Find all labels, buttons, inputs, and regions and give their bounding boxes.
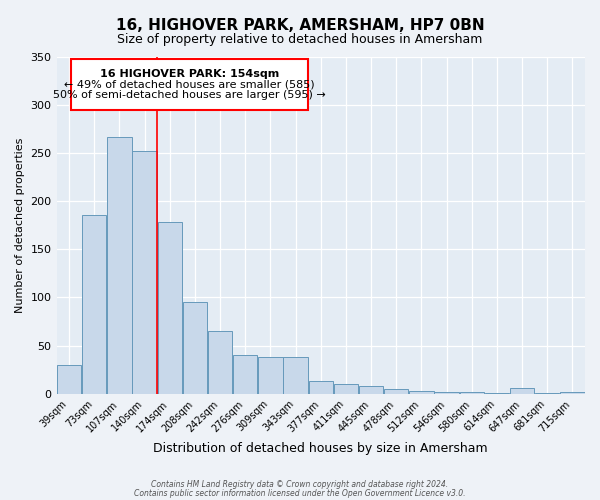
Text: ← 49% of detached houses are smaller (585): ← 49% of detached houses are smaller (58… xyxy=(64,80,315,90)
Bar xyxy=(183,302,207,394)
Bar xyxy=(283,358,308,394)
Bar xyxy=(308,382,333,394)
Bar xyxy=(57,365,82,394)
Bar xyxy=(409,391,434,394)
Bar xyxy=(434,392,459,394)
Bar xyxy=(460,392,484,394)
Bar xyxy=(334,384,358,394)
Bar xyxy=(133,151,157,394)
Bar xyxy=(510,388,534,394)
Bar xyxy=(384,389,409,394)
Bar xyxy=(485,393,509,394)
Bar xyxy=(560,392,584,394)
X-axis label: Distribution of detached houses by size in Amersham: Distribution of detached houses by size … xyxy=(154,442,488,455)
Text: Contains public sector information licensed under the Open Government Licence v3: Contains public sector information licen… xyxy=(134,488,466,498)
Text: Contains HM Land Registry data © Crown copyright and database right 2024.: Contains HM Land Registry data © Crown c… xyxy=(151,480,449,489)
Text: 50% of semi-detached houses are larger (595) →: 50% of semi-detached houses are larger (… xyxy=(53,90,326,100)
Bar xyxy=(107,136,131,394)
Bar xyxy=(258,358,283,394)
Bar xyxy=(82,214,106,394)
Bar xyxy=(208,331,232,394)
Bar xyxy=(535,393,559,394)
Text: 16, HIGHOVER PARK, AMERSHAM, HP7 0BN: 16, HIGHOVER PARK, AMERSHAM, HP7 0BN xyxy=(116,18,484,32)
Bar xyxy=(158,222,182,394)
FancyBboxPatch shape xyxy=(71,60,308,110)
Text: 16 HIGHOVER PARK: 154sqm: 16 HIGHOVER PARK: 154sqm xyxy=(100,69,279,79)
Y-axis label: Number of detached properties: Number of detached properties xyxy=(15,138,25,313)
Bar xyxy=(233,356,257,394)
Text: Size of property relative to detached houses in Amersham: Size of property relative to detached ho… xyxy=(118,32,482,46)
Bar xyxy=(359,386,383,394)
